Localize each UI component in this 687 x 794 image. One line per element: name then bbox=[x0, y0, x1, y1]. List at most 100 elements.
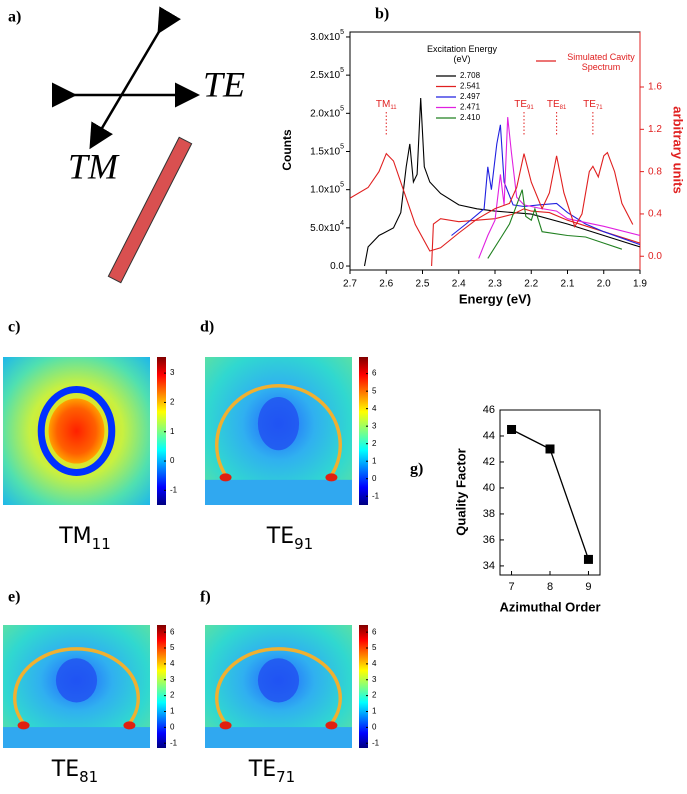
legend-title: Excitation Energy (eV) bbox=[426, 44, 498, 64]
colorbar-tick-label: -1 bbox=[170, 485, 178, 494]
panel-label: g) bbox=[410, 461, 423, 478]
series-line bbox=[478, 117, 640, 259]
field-map bbox=[205, 357, 352, 505]
y-tick-label: 42 bbox=[483, 456, 495, 468]
colorbar-tick-label: 6 bbox=[372, 627, 377, 636]
colorbar-tick-label: -1 bbox=[372, 738, 380, 747]
legend-label: 2.497 bbox=[460, 92, 481, 101]
marker bbox=[545, 444, 555, 454]
x-axis-label: Energy (eV) bbox=[459, 291, 531, 306]
legend-label: 2.410 bbox=[460, 113, 481, 122]
y-tick-exponent: 5 bbox=[340, 105, 344, 112]
colorbar-tick-label: 1 bbox=[372, 707, 377, 716]
map-caption-sub: 11 bbox=[92, 535, 111, 553]
peak-label-text: TM bbox=[376, 99, 390, 110]
y-tick-label: 46 bbox=[483, 404, 495, 416]
te-label: TE bbox=[203, 64, 245, 104]
map-hotspot bbox=[325, 721, 338, 730]
x-tick-label: 8 bbox=[547, 581, 553, 593]
map-substrate bbox=[205, 479, 352, 505]
y-tick-label: 0.0 bbox=[330, 261, 344, 272]
colorbar-tick-label: 2 bbox=[372, 691, 377, 700]
y-tick-label: 3.0x105 bbox=[310, 29, 344, 43]
y-tick-exponent: 4 bbox=[340, 220, 344, 227]
colorbar-tick-label: 6 bbox=[170, 627, 175, 636]
peak-label-text: TE bbox=[583, 99, 596, 110]
y-tick-mantissa: 3.0x10 bbox=[310, 32, 340, 43]
y-tick-mantissa: 1.0x10 bbox=[310, 184, 340, 195]
x-tick-label: 7 bbox=[508, 581, 514, 593]
map-hotspot bbox=[325, 473, 338, 482]
peak-label-sub: 71 bbox=[596, 105, 603, 111]
x-tick-label: 2.5 bbox=[416, 279, 430, 290]
peak-label: TE81 bbox=[547, 99, 567, 111]
map-core bbox=[48, 398, 105, 464]
map-caption: TE81 bbox=[51, 757, 98, 786]
y-tick-exponent: 5 bbox=[340, 143, 344, 150]
colorbar-tick-label: 0 bbox=[372, 474, 377, 483]
nanowire bbox=[107, 136, 193, 284]
y-tick-mantissa: 5.0x10 bbox=[310, 222, 340, 233]
y2-tick-label: 1.6 bbox=[648, 82, 662, 93]
y-tick-mantissa: 1.5x10 bbox=[310, 146, 340, 157]
y-axis-label: Counts bbox=[280, 129, 294, 171]
colorbar-tick-label: 1 bbox=[170, 427, 175, 436]
map-caption-text: TE bbox=[248, 757, 276, 782]
legend-label: Simulated Cavity Spectrum bbox=[567, 52, 635, 72]
tm-arrow bbox=[89, 6, 181, 150]
panel-label: d) bbox=[200, 319, 214, 336]
y-tick-label: 34 bbox=[483, 560, 495, 572]
y-tick-exponent: 5 bbox=[340, 29, 344, 36]
field-map bbox=[3, 625, 150, 748]
map-caption-sub: 71 bbox=[276, 768, 295, 786]
colorbar-tick-label: 0 bbox=[372, 722, 377, 731]
y-tick-label: 44 bbox=[483, 430, 495, 442]
y-tick-label: 40 bbox=[483, 482, 495, 494]
colorbar bbox=[359, 625, 368, 748]
y-tick-exponent: 5 bbox=[340, 67, 344, 74]
colorbar bbox=[157, 625, 166, 748]
map-caption-sub: 81 bbox=[79, 768, 98, 786]
map-caption-text: TE bbox=[266, 524, 294, 549]
x-tick-label: 2.3 bbox=[488, 279, 502, 290]
map-caption-text: TM bbox=[58, 524, 91, 549]
colorbar-tick-label: 4 bbox=[372, 659, 377, 668]
peak-label-sub: 91 bbox=[527, 105, 534, 111]
map-center bbox=[257, 396, 300, 451]
legend-label: 2.541 bbox=[460, 82, 481, 91]
y2-tick-label: 0.0 bbox=[648, 251, 662, 262]
peak-label: TE91 bbox=[514, 99, 534, 111]
y-tick-label: 1.5x105 bbox=[310, 143, 344, 157]
y-tick-label: 1.0x105 bbox=[310, 182, 344, 196]
colorbar-tick-label: 2 bbox=[372, 439, 377, 448]
colorbar-tick-label: 6 bbox=[372, 369, 377, 378]
colorbar-tick-label: 3 bbox=[372, 675, 377, 684]
map-substrate bbox=[3, 727, 150, 748]
x-tick-label: 9 bbox=[585, 581, 591, 593]
colorbar-tick-label: 3 bbox=[170, 368, 175, 377]
colorbar-tick-label: 4 bbox=[170, 659, 175, 668]
series-line bbox=[350, 151, 634, 252]
panel-label: f) bbox=[200, 589, 211, 606]
y-tick-label: 5.0x104 bbox=[310, 220, 344, 234]
colorbar-tick-label: 5 bbox=[372, 386, 377, 395]
colorbar bbox=[157, 357, 166, 505]
colorbar-tick-label: 1 bbox=[372, 456, 377, 465]
y2-axis-label: arbitrary units bbox=[671, 106, 686, 193]
y-tick-mantissa: 0.0 bbox=[330, 261, 344, 272]
y-tick-exponent: 5 bbox=[340, 182, 344, 189]
colorbar-tick-label: 2 bbox=[170, 691, 175, 700]
colorbar-tick-label: 5 bbox=[372, 643, 377, 652]
series-line bbox=[363, 97, 640, 267]
map-caption-sub: 91 bbox=[294, 535, 313, 553]
colorbar-tick-label: 4 bbox=[372, 404, 377, 413]
colorbar-tick-label: 2 bbox=[170, 398, 175, 407]
colorbar-tick-label: -1 bbox=[372, 491, 380, 500]
map-ring bbox=[13, 647, 140, 725]
peak-label: TM11 bbox=[376, 99, 397, 111]
map-ring bbox=[37, 386, 116, 476]
series-line bbox=[451, 124, 640, 246]
map-hotspot bbox=[17, 721, 30, 730]
map-hotspot bbox=[123, 721, 136, 730]
